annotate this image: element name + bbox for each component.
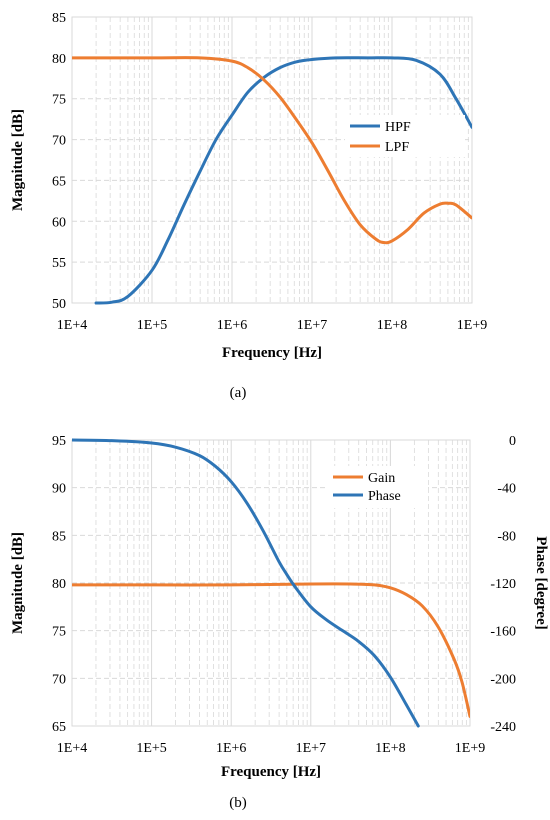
y2-tick-label: -240 xyxy=(490,720,516,735)
chart-b-caption: (b) xyxy=(229,795,247,811)
x-tick-label: 1E+6 xyxy=(216,741,246,756)
y2-tick-label: -200 xyxy=(490,672,516,687)
chart-a-x-ticks: 1E+4 1E+5 1E+6 1E+7 1E+8 1E+9 xyxy=(57,318,487,333)
x-tick-label: 1E+4 xyxy=(57,318,87,333)
y-tick-label: 70 xyxy=(52,672,66,687)
y2-tick-label: -160 xyxy=(490,625,516,640)
y2-tick-label: 0 xyxy=(509,434,516,449)
chart-b-y2-axis-title: Phase [degree] xyxy=(533,536,549,629)
chart-a-y-ticks: 50 55 60 65 70 75 80 85 xyxy=(52,11,66,312)
chart-a-legend: HPF LPF xyxy=(345,115,465,157)
series-line-lpf xyxy=(72,56,472,245)
chart-b-y-ticks: 65 70 75 80 85 90 95 xyxy=(52,434,66,735)
x-tick-label: 1E+6 xyxy=(217,318,247,333)
chart-a-legend-label-hpf: HPF xyxy=(385,120,411,135)
y-tick-label: 75 xyxy=(52,625,66,640)
series-line-hpf xyxy=(94,56,472,305)
y-tick-label: 50 xyxy=(52,297,66,312)
y-tick-label: 55 xyxy=(52,256,66,271)
x-tick-label: 1E+5 xyxy=(137,318,167,333)
x-tick-label: 1E+7 xyxy=(296,741,326,756)
y-tick-label: 80 xyxy=(52,52,66,67)
chart-b-y2-ticks: -240 -200 -160 -120 -80 -40 0 xyxy=(490,434,516,735)
y-tick-label: 65 xyxy=(52,720,66,735)
x-tick-label: 1E+8 xyxy=(375,741,405,756)
chart-b-y-axis-title: Magnitude [dB] xyxy=(10,532,26,634)
chart-a-series xyxy=(72,56,472,305)
chart-b-legend-box xyxy=(328,466,428,508)
chart-b-legend-label-phase: Phase xyxy=(368,489,401,504)
x-tick-label: 1E+4 xyxy=(57,741,87,756)
chart-a-legend-label-lpf: LPF xyxy=(385,140,409,155)
y-tick-label: 70 xyxy=(52,134,66,149)
chart-b-legend-label-gain: Gain xyxy=(368,471,395,486)
chart-b: 1E+4 1E+5 1E+6 1E+7 1E+8 1E+9 65707580859095 … xyxy=(10,434,549,811)
x-tick-label: 1E+7 xyxy=(297,318,327,333)
chart-b-x-axis-title: Frequency [Hz] xyxy=(221,764,321,780)
y-tick-label: 65 xyxy=(52,174,66,189)
chart-a-x-axis-title: Frequency [Hz] xyxy=(222,345,322,361)
y-tick-label: 60 xyxy=(52,215,66,230)
x-tick-label: 1E+9 xyxy=(455,741,485,756)
y-tick-label: 80 xyxy=(52,577,66,592)
chart-b-series xyxy=(72,438,470,728)
chart-a-plot-frame xyxy=(71,16,473,304)
y-tick-label: 85 xyxy=(52,11,66,26)
y2-tick-label: -120 xyxy=(490,577,516,592)
y2-tick-label: -40 xyxy=(497,482,516,497)
chart-a-caption: (a) xyxy=(230,385,247,401)
chart-b-x-ticks: 1E+4 1E+5 1E+6 1E+7 1E+8 1E+9 xyxy=(57,741,485,756)
y-tick-label: 90 xyxy=(52,482,66,497)
x-tick-label: 1E+5 xyxy=(136,741,166,756)
y-tick-label: 95 xyxy=(52,434,66,449)
series-line-phase xyxy=(72,438,420,728)
chart-a-y-axis-title: Magnitude [dB] xyxy=(10,109,26,211)
x-tick-label: 1E+8 xyxy=(377,318,407,333)
chart-a-legend-box xyxy=(345,115,465,157)
series-line-gain xyxy=(72,582,470,718)
y2-tick-label: -80 xyxy=(497,529,516,544)
x-tick-label: 1E+9 xyxy=(457,318,487,333)
y-tick-label: 75 xyxy=(52,93,66,108)
chart-b-plot-frame xyxy=(71,439,471,727)
y-tick-label: 85 xyxy=(52,529,66,544)
chart-b-legend: Gain Phase xyxy=(328,466,428,508)
chart-a: 1E+4 1E+5 1E+6 1E+7 1E+8 1E+9 50 55 60 65 70 75 80 8… xyxy=(10,11,487,401)
